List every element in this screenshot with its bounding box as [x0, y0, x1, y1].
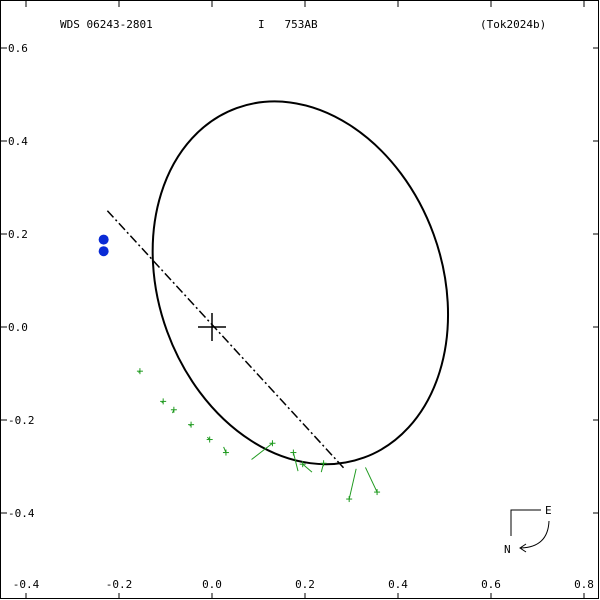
- line-of-nodes: [106, 210, 346, 470]
- x-tick-label: 0.4: [388, 578, 408, 591]
- observation-point: [222, 446, 229, 456]
- observation-point: [206, 436, 213, 443]
- observation-marks: [136, 368, 381, 503]
- x-tick-label: 0.2: [295, 578, 315, 591]
- y-tick-label: -0.2: [8, 414, 35, 427]
- x-tick-label: -0.2: [106, 578, 133, 591]
- x-tick-label: 0.0: [202, 578, 222, 591]
- observation-residual-line: [302, 463, 313, 473]
- y-tick-label: 0.0: [8, 321, 28, 334]
- compass-rose: E N: [504, 504, 552, 556]
- observation-point: [251, 440, 276, 460]
- observation-point: [364, 467, 381, 496]
- header-star-id: WDS 06243-2801: [60, 18, 153, 31]
- observation-residual-line: [292, 452, 299, 472]
- observation-point: [136, 368, 143, 375]
- predicted-position-dot: [98, 246, 109, 257]
- orbit-ellipse: [151, 100, 450, 466]
- x-tick-label: 0.6: [481, 578, 501, 591]
- observation-point: [188, 421, 195, 428]
- observation-residual-line: [251, 442, 273, 460]
- y-tick-labels: 0.6 0.4 0.2 0.0 -0.2 -0.4: [8, 42, 35, 520]
- observation-point: [299, 461, 313, 473]
- x-tick-label: -0.4: [13, 578, 40, 591]
- primary-star-marker: [198, 313, 226, 341]
- y-tick-label: 0.4: [8, 135, 28, 148]
- observation-residual-line: [364, 467, 378, 493]
- header-reference: (Tok2024b): [480, 18, 546, 31]
- y-tick-label: -0.4: [8, 507, 35, 520]
- x-tick-label: 0.8: [574, 578, 594, 591]
- predicted-position-dot: [98, 234, 109, 245]
- observation-point: [170, 406, 177, 414]
- observation-point: [346, 468, 357, 503]
- predicted-positions: [98, 234, 109, 257]
- compass-north-label: N: [504, 543, 511, 556]
- y-tick-label: 0.6: [8, 42, 28, 55]
- y-tick-label: 0.2: [8, 228, 28, 241]
- observation-residual-line: [348, 468, 357, 500]
- observation-point: [290, 449, 299, 472]
- x-tick-labels: -0.4 -0.2 0.0 0.2 0.4 0.6 0.8: [13, 578, 594, 591]
- header-orbit-ref: I 753AB: [258, 18, 318, 31]
- observation-point: [160, 398, 167, 405]
- observation-point: [320, 460, 327, 473]
- compass-east-label: E: [545, 504, 552, 517]
